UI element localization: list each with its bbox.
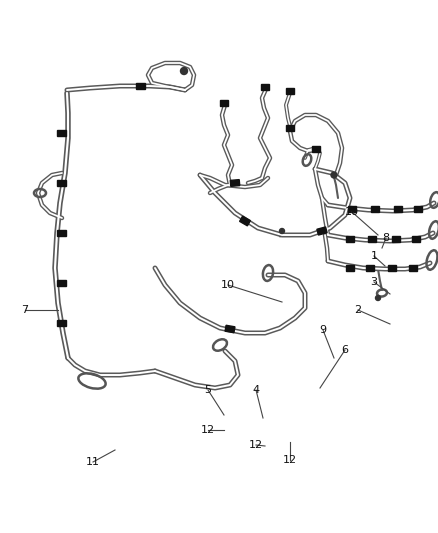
Text: 7: 7 (21, 305, 28, 315)
Bar (317, 227, 327, 235)
Bar (240, 216, 251, 226)
Bar (261, 84, 269, 90)
Text: 1: 1 (371, 251, 378, 261)
Bar (414, 206, 422, 212)
Bar (409, 265, 417, 271)
Bar (412, 236, 420, 242)
Text: 9: 9 (319, 325, 327, 335)
Circle shape (279, 229, 285, 233)
Bar (57, 180, 66, 186)
Bar (57, 280, 66, 286)
Bar (346, 236, 354, 242)
Bar (312, 146, 320, 152)
Circle shape (180, 68, 187, 75)
Bar (348, 206, 356, 212)
Circle shape (331, 172, 337, 178)
Bar (57, 130, 66, 136)
Bar (392, 236, 400, 242)
Bar (57, 230, 66, 236)
Bar (366, 265, 374, 271)
Text: 12: 12 (201, 425, 215, 435)
Text: 12: 12 (249, 440, 263, 450)
Text: 4: 4 (252, 385, 260, 395)
Bar (220, 100, 228, 106)
Bar (57, 320, 66, 326)
Circle shape (375, 295, 381, 301)
Bar (388, 265, 396, 271)
Text: 10: 10 (345, 207, 359, 217)
Bar (346, 265, 354, 271)
Bar (394, 206, 402, 212)
Bar (230, 180, 240, 187)
Bar (225, 325, 235, 333)
Text: 11: 11 (86, 457, 100, 467)
Text: 3: 3 (371, 277, 378, 287)
Bar (135, 83, 145, 89)
Text: 2: 2 (354, 305, 361, 315)
Bar (368, 236, 376, 242)
Text: 6: 6 (342, 345, 349, 355)
Text: 8: 8 (382, 233, 389, 243)
Text: 12: 12 (283, 455, 297, 465)
Text: 5: 5 (205, 385, 212, 395)
Text: 10: 10 (221, 280, 235, 290)
Bar (286, 125, 294, 131)
Bar (371, 206, 379, 212)
Bar (286, 88, 294, 94)
